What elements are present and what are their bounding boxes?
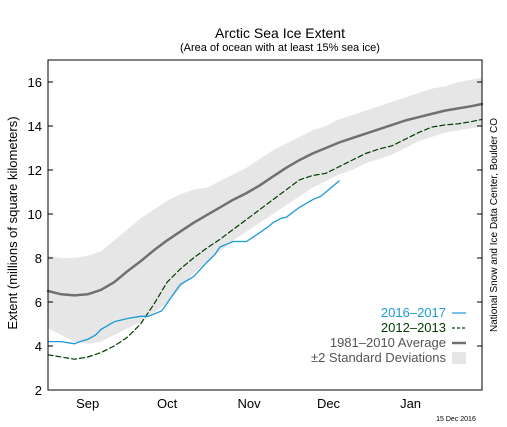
y-tick-label: 8 (35, 251, 42, 266)
x-tick-label: Oct (157, 396, 178, 411)
series-line-1 (47, 118, 483, 360)
y-tick-label: 12 (28, 163, 42, 178)
x-tick-label: Dec (317, 396, 341, 411)
y-tick-label: 14 (28, 119, 42, 134)
legend-label-2: 1981–2010 Average (330, 335, 446, 350)
y-tick-label: 6 (35, 295, 42, 310)
series-line-2 (47, 180, 340, 345)
y-tick-label: 10 (28, 207, 42, 222)
y-tick-label: 16 (28, 75, 42, 90)
x-tick-label: Nov (238, 396, 262, 411)
y-axis-label: Extent (millions of square kilometers) (5, 116, 20, 329)
legend-swatch-band (452, 352, 466, 364)
std-dev-band-layer (48, 77, 482, 344)
legend-label-3: ±2 Standard Deviations (311, 350, 447, 365)
y-tick-label: 4 (35, 339, 42, 354)
chart-subtitle: (Area of ocean with at least 15% sea ice… (180, 42, 380, 54)
series-line-0 (46, 102, 484, 297)
series-layer (46, 102, 484, 360)
y-tick-label: 2 (35, 383, 42, 398)
x-tick-label: Sep (76, 396, 99, 411)
legend-label-0: 2016–2017 (381, 305, 446, 320)
credit-text: National Snow and Ice Data Center, Bould… (489, 118, 500, 332)
axis-layer: 2 4 6 8 10 12 14 16 Sep Oct Nov Dec Jan (28, 75, 482, 411)
legend-label-1: 2012–2013 (381, 320, 446, 335)
plot-frame (47, 59, 483, 391)
date-stamp: 15 Dec 2016 (436, 416, 476, 423)
x-tick-label: Jan (400, 396, 421, 411)
std-dev-band (48, 77, 482, 344)
chart-title: Arctic Sea Ice Extent (215, 25, 345, 41)
